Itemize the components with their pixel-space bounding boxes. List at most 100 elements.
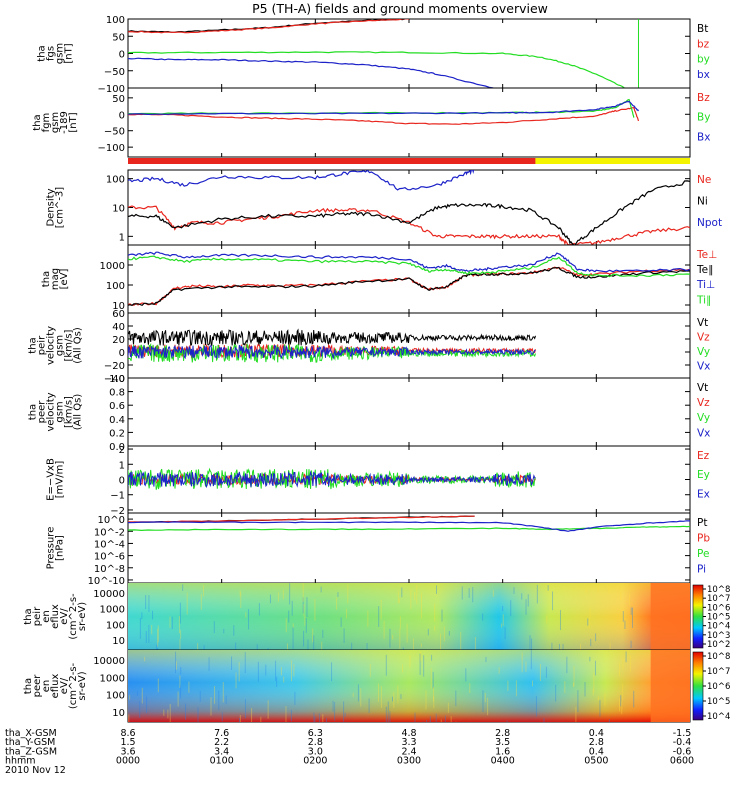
legend-Te⊥: Te⊥	[696, 249, 717, 261]
y-tick-label: 40	[112, 322, 125, 333]
series-Bz	[128, 106, 640, 125]
colorbar-tick: 10^7	[707, 667, 730, 677]
legend-By: By	[697, 112, 710, 124]
y-tick-label: 50	[112, 32, 125, 43]
y-tick-label: 10^-10	[88, 576, 125, 587]
legend-Npot: Npot	[697, 217, 722, 229]
series-By	[128, 98, 635, 118]
legend-Te∥: Te∥	[696, 264, 713, 276]
y-tick-label: 0	[119, 110, 125, 121]
y-tick-label: 10	[112, 708, 125, 719]
legend-Ey: Ey	[697, 469, 710, 481]
ephemeris-value: 0.4	[589, 746, 604, 757]
colorbar	[692, 651, 704, 721]
panel-4: Density[cm^-3] 100 10 1 Ne Ni Npot	[46, 169, 722, 246]
y-axis-label: tha	[41, 271, 52, 287]
legend-Vx: Vx	[697, 360, 710, 372]
status-segment	[535, 158, 690, 164]
series-bx	[128, 57, 494, 88]
ephemeris-value: 4.8	[401, 728, 416, 739]
panel-frame	[127, 377, 691, 447]
ephemeris-label: tha_X-GSM	[5, 728, 57, 739]
colorbar-tick: 10^7	[707, 594, 730, 604]
y-axis-label: (cm^2-s-	[68, 593, 79, 640]
y-axis-label: gsm	[55, 43, 66, 64]
y-axis-label: (cm^2-s-	[68, 662, 79, 709]
ephemeris-label: hhmm	[5, 756, 36, 767]
colorbar-tick: 10^4	[707, 712, 730, 722]
y-tick-label: −40	[104, 374, 125, 385]
y-tick-label: 10	[112, 301, 125, 312]
y-axis-label: peer	[37, 400, 48, 424]
time-tick-label: 0300	[397, 756, 421, 767]
y-axis-label: [nT]	[68, 112, 79, 132]
y-tick-label: 10	[112, 204, 125, 215]
y-tick-label: 10000	[93, 589, 125, 600]
y-axis-label: en	[41, 610, 52, 623]
legend-Ti∥: Ti∥	[696, 294, 711, 306]
series-Te⊥	[128, 266, 690, 306]
y-tick-label: −1	[110, 491, 125, 502]
y-tick-label: −100	[98, 84, 125, 95]
colorbar-tick: 10^2	[707, 640, 730, 650]
legend-Pe: Pe	[697, 548, 709, 560]
panel-9: Pressure[nPa] 10^010^-210^-4 10^-610^-810^…	[46, 512, 710, 587]
colorbar-tick: 10^5	[707, 697, 730, 707]
ephemeris-value: 2.4	[401, 746, 416, 757]
y-axis-label: [cm^-3]	[55, 187, 66, 228]
panel-frame	[127, 87, 691, 158]
y-axis-label: [mV/m]	[55, 461, 66, 499]
series-Te∥	[128, 267, 690, 306]
legend-Bz: Bz	[697, 92, 710, 104]
y-tick-label: 0.2	[109, 428, 125, 439]
legend-by: by	[697, 54, 710, 66]
legend-Pb: Pb	[697, 533, 710, 545]
y-axis-label: (All Qs)	[73, 394, 84, 431]
ephemeris-value: 2.2	[214, 737, 229, 748]
y-axis-label: sr-eV)	[77, 602, 88, 631]
y-axis-label: fgm	[41, 113, 52, 133]
ephemeris-value: -0.6	[673, 746, 692, 757]
ephemeris-value: 3.0	[308, 746, 323, 757]
y-tick-label: 10^0	[98, 515, 125, 526]
ephemeris-label: tha_Z-GSM	[5, 746, 57, 757]
y-tick-label: −20	[104, 361, 125, 372]
series-by	[128, 51, 625, 88]
series-Vx	[128, 344, 536, 360]
y-axis-label: E=−VxB	[46, 458, 57, 501]
legend-Ez: Ez	[697, 450, 710, 462]
panel-frame	[127, 512, 691, 584]
y-tick-label: 0	[119, 348, 125, 359]
colorbar-tick: 10^8	[707, 652, 730, 662]
y-axis-label: eflux	[50, 674, 61, 699]
y-axis-label: eV/	[59, 677, 70, 694]
ephemeris-value: 3.3	[401, 737, 416, 748]
y-tick-label: 10^-4	[94, 539, 125, 550]
ephemeris-value: 2.8	[589, 737, 604, 748]
legend-Vz: Vz	[697, 397, 710, 409]
ephemeris-value: 6.3	[308, 728, 323, 739]
ephemeris-value: 2.8	[495, 728, 510, 739]
y-tick-label: 10000	[93, 656, 125, 667]
series-Pe	[128, 525, 690, 532]
legend-Ex: Ex	[697, 488, 710, 500]
y-tick-label: −50	[104, 127, 125, 138]
legend-Vy: Vy	[697, 346, 710, 358]
y-axis-label: peir	[32, 606, 43, 626]
time-tick-label: 0000	[116, 756, 140, 767]
y-tick-label: 1	[119, 460, 125, 471]
y-tick-label: 100	[106, 620, 125, 631]
y-tick-label: 10^-2	[94, 527, 125, 538]
panel-3	[128, 158, 690, 164]
y-axis-label: [eV]	[59, 269, 70, 290]
legend-Ni: Ni	[697, 195, 708, 207]
series-bz	[128, 19, 409, 34]
y-axis-label: eflux	[50, 604, 61, 629]
legend-Bx: Bx	[697, 131, 710, 143]
colorbar-tick: 10^8	[707, 585, 730, 595]
legend-Vx: Vx	[697, 427, 710, 439]
y-axis-label: Density	[46, 188, 57, 226]
y-tick-label: 1000	[100, 673, 125, 684]
